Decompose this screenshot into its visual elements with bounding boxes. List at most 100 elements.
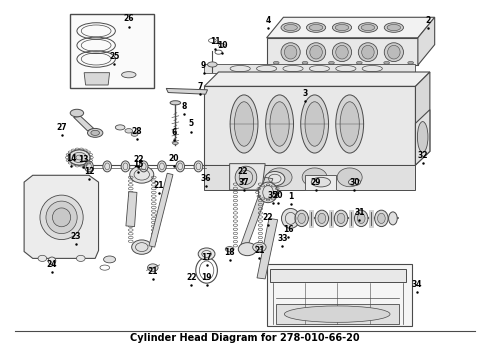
Polygon shape [239, 177, 273, 251]
Ellipse shape [230, 95, 258, 153]
Ellipse shape [358, 43, 377, 62]
Ellipse shape [318, 213, 326, 224]
Polygon shape [24, 175, 98, 258]
Ellipse shape [198, 248, 215, 260]
Text: 29: 29 [311, 177, 321, 186]
Ellipse shape [335, 24, 349, 31]
Text: 36: 36 [200, 174, 211, 183]
Ellipse shape [265, 171, 285, 186]
Ellipse shape [301, 95, 329, 153]
Ellipse shape [88, 129, 103, 137]
Text: 23: 23 [71, 232, 81, 241]
Ellipse shape [305, 102, 324, 146]
Ellipse shape [357, 213, 365, 224]
Text: 30: 30 [349, 177, 360, 186]
Ellipse shape [384, 43, 403, 62]
Ellipse shape [356, 62, 362, 64]
Ellipse shape [336, 95, 364, 153]
Ellipse shape [362, 45, 374, 59]
Text: 9: 9 [201, 61, 206, 70]
Text: 37: 37 [239, 177, 249, 186]
Ellipse shape [309, 24, 323, 31]
Ellipse shape [388, 45, 400, 59]
Ellipse shape [298, 213, 305, 224]
Text: 20: 20 [169, 154, 179, 163]
Text: Cylinder Head Diagram for 278-010-66-20: Cylinder Head Diagram for 278-010-66-20 [130, 333, 360, 343]
Text: 21: 21 [153, 181, 164, 190]
Polygon shape [267, 17, 435, 38]
Ellipse shape [329, 62, 334, 64]
Polygon shape [257, 219, 278, 279]
Ellipse shape [125, 129, 133, 133]
Ellipse shape [158, 161, 166, 172]
Ellipse shape [69, 150, 90, 165]
Text: 6: 6 [172, 129, 177, 138]
Ellipse shape [417, 122, 428, 152]
Ellipse shape [40, 195, 83, 240]
Ellipse shape [46, 201, 77, 234]
Polygon shape [84, 73, 110, 85]
Ellipse shape [315, 210, 329, 226]
Ellipse shape [258, 182, 278, 203]
Text: 31: 31 [354, 208, 365, 217]
Text: 21: 21 [254, 246, 265, 255]
Ellipse shape [208, 62, 217, 67]
Ellipse shape [266, 95, 294, 153]
Ellipse shape [176, 161, 185, 172]
Text: 17: 17 [201, 253, 212, 262]
Ellipse shape [361, 24, 375, 31]
Ellipse shape [139, 161, 148, 172]
Ellipse shape [281, 23, 300, 32]
Ellipse shape [281, 43, 300, 62]
Text: 22: 22 [186, 273, 196, 282]
Text: 13: 13 [78, 155, 88, 164]
Text: 20: 20 [272, 191, 283, 200]
Ellipse shape [340, 102, 359, 146]
Ellipse shape [130, 166, 154, 183]
Bar [267, 264, 412, 326]
Ellipse shape [310, 45, 322, 59]
Ellipse shape [332, 23, 352, 32]
Ellipse shape [85, 161, 93, 172]
Ellipse shape [38, 255, 47, 261]
Ellipse shape [235, 166, 257, 188]
Ellipse shape [295, 210, 308, 226]
Polygon shape [204, 72, 430, 86]
Ellipse shape [48, 257, 56, 265]
Text: 11: 11 [210, 37, 221, 46]
Text: 18: 18 [224, 248, 235, 257]
Ellipse shape [311, 177, 330, 187]
Ellipse shape [232, 168, 257, 187]
Text: 33: 33 [277, 234, 288, 243]
Ellipse shape [336, 45, 348, 59]
Ellipse shape [234, 102, 254, 146]
Text: 22: 22 [263, 213, 273, 222]
Ellipse shape [387, 24, 401, 31]
Text: 4: 4 [266, 15, 270, 24]
Polygon shape [204, 64, 416, 73]
Ellipse shape [170, 101, 181, 105]
Text: 2: 2 [426, 15, 431, 24]
Ellipse shape [52, 208, 71, 227]
Text: 7: 7 [197, 82, 202, 91]
Ellipse shape [284, 24, 297, 31]
Ellipse shape [332, 43, 352, 62]
Text: 34: 34 [412, 280, 422, 289]
Text: 8: 8 [181, 102, 187, 111]
Text: 25: 25 [109, 52, 120, 61]
Ellipse shape [302, 168, 327, 187]
Bar [70, 14, 154, 89]
Text: 24: 24 [47, 260, 57, 269]
Ellipse shape [358, 23, 377, 32]
Ellipse shape [194, 161, 203, 172]
Ellipse shape [354, 210, 368, 226]
Ellipse shape [284, 45, 297, 59]
Text: 12: 12 [84, 167, 94, 176]
Polygon shape [267, 38, 418, 65]
Polygon shape [230, 164, 265, 190]
Ellipse shape [253, 242, 266, 252]
Polygon shape [416, 72, 430, 165]
Ellipse shape [131, 132, 138, 136]
Ellipse shape [225, 247, 234, 252]
Ellipse shape [147, 264, 158, 271]
